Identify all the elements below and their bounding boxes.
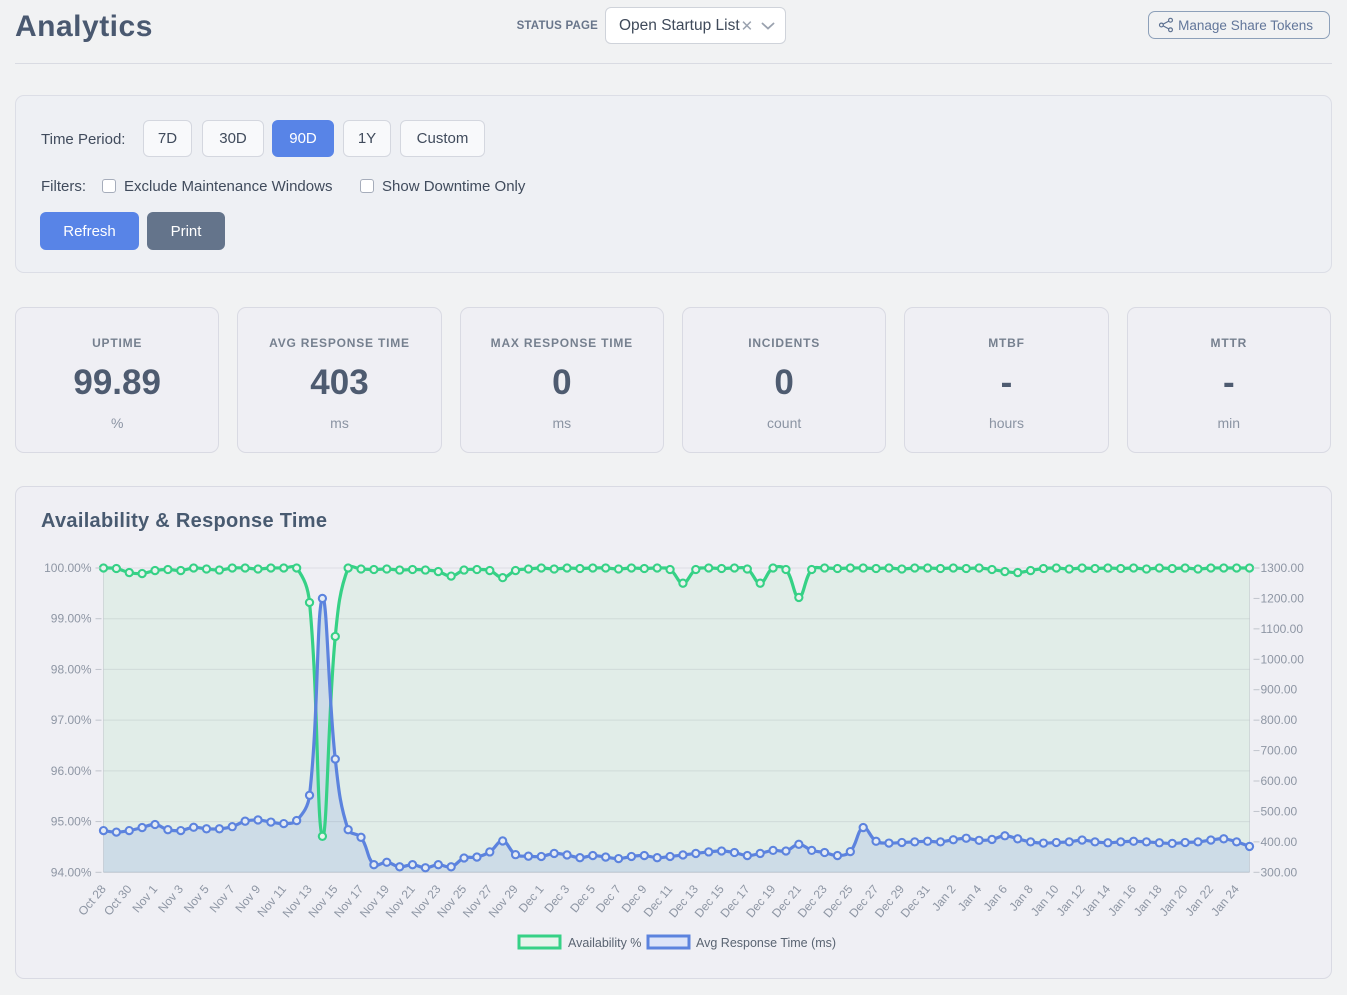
- svg-text:Nov 29: Nov 29: [486, 882, 521, 920]
- svg-text:Nov 1: Nov 1: [129, 882, 160, 915]
- svg-text:95.00%: 95.00%: [51, 815, 92, 829]
- svg-text:800.00: 800.00: [1261, 713, 1298, 727]
- svg-text:Nov 3: Nov 3: [155, 882, 186, 915]
- svg-text:1100.00: 1100.00: [1261, 622, 1304, 636]
- svg-text:Nov 7: Nov 7: [207, 882, 238, 915]
- svg-text:Jan 24: Jan 24: [1208, 882, 1242, 919]
- svg-text:Jan 2: Jan 2: [929, 882, 959, 914]
- svg-text:Availability %: Availability %: [568, 936, 641, 950]
- svg-text:Dec 7: Dec 7: [593, 882, 624, 915]
- svg-text:Jan 6: Jan 6: [981, 882, 1011, 914]
- svg-text:900.00: 900.00: [1261, 683, 1298, 697]
- svg-text:Oct 30: Oct 30: [101, 882, 135, 918]
- svg-text:700.00: 700.00: [1261, 744, 1298, 758]
- svg-text:Dec 31: Dec 31: [898, 882, 933, 920]
- svg-text:98.00%: 98.00%: [51, 662, 92, 676]
- svg-text:1300.00: 1300.00: [1261, 561, 1305, 575]
- svg-text:300.00: 300.00: [1261, 865, 1298, 879]
- svg-text:600.00: 600.00: [1261, 774, 1298, 788]
- svg-text:Dec 3: Dec 3: [541, 882, 572, 915]
- svg-text:94.00%: 94.00%: [51, 865, 92, 879]
- svg-text:500.00: 500.00: [1261, 804, 1298, 818]
- svg-text:1200.00: 1200.00: [1261, 591, 1305, 605]
- svg-text:Dec 5: Dec 5: [567, 882, 598, 915]
- svg-text:Nov 5: Nov 5: [181, 882, 212, 915]
- svg-text:97.00%: 97.00%: [51, 713, 92, 727]
- svg-text:Avg Response Time (ms): Avg Response Time (ms): [696, 936, 836, 950]
- svg-text:99.00%: 99.00%: [51, 612, 92, 626]
- svg-text:400.00: 400.00: [1261, 835, 1298, 849]
- svg-text:Dec 1: Dec 1: [516, 882, 547, 915]
- svg-text:Jan 4: Jan 4: [955, 882, 985, 914]
- svg-text:96.00%: 96.00%: [51, 764, 92, 778]
- svg-text:100.00%: 100.00%: [44, 561, 92, 575]
- svg-text:1000.00: 1000.00: [1261, 652, 1305, 666]
